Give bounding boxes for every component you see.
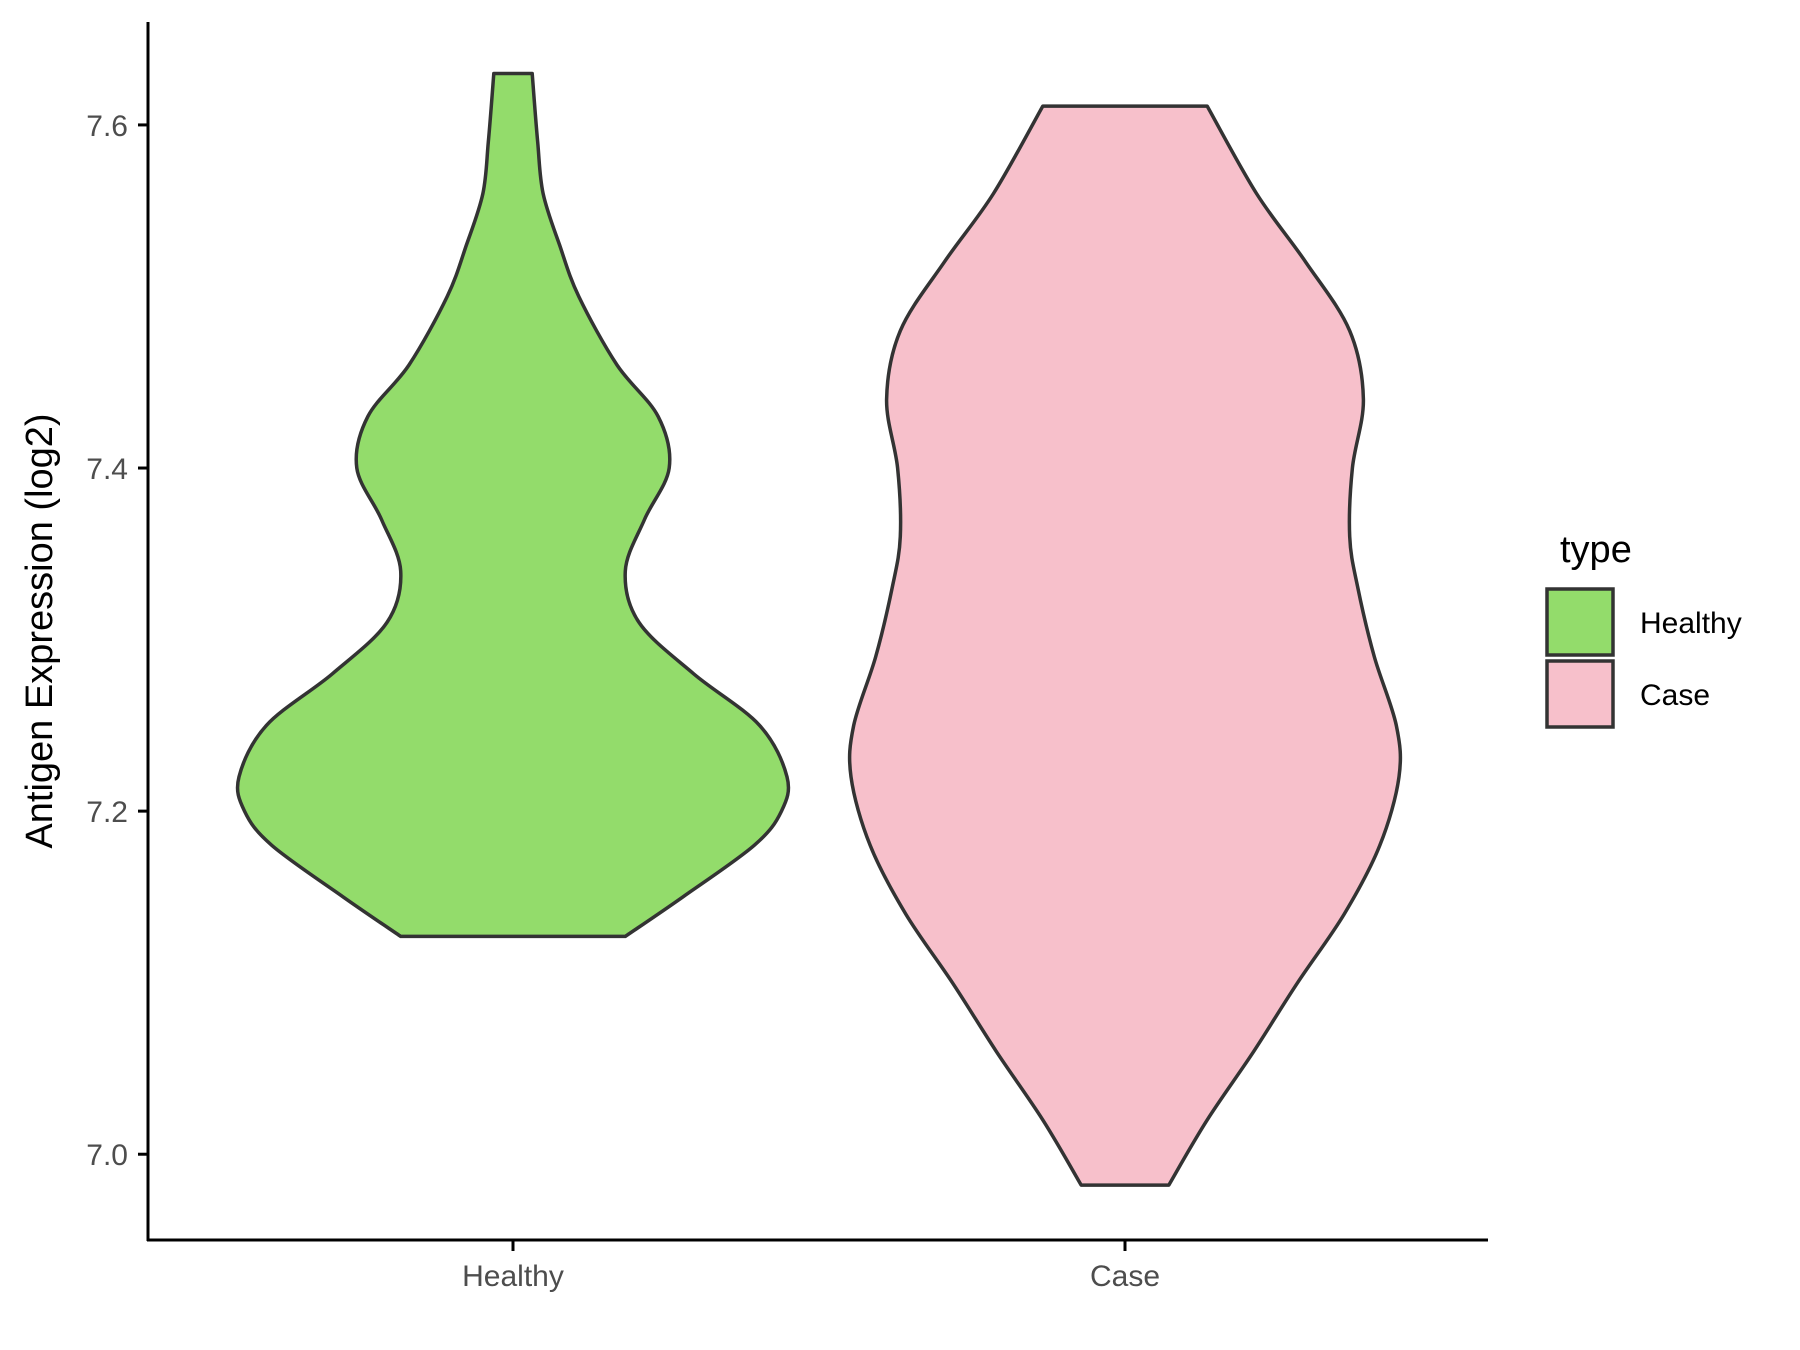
y-ticks-layer: 7.0 7.2 7.4 7.6	[86, 110, 148, 1172]
legend: type Healthy Case	[1545, 529, 1742, 729]
legend-label: Healthy	[1640, 607, 1742, 640]
x-tick-label: Case	[1090, 1260, 1160, 1293]
y-tick-label: 7.0	[86, 1139, 128, 1172]
legend-label: Case	[1640, 679, 1710, 712]
violin-case	[847, 104, 1403, 1187]
axes-layer	[146, 22, 1488, 1242]
y-tick-label: 7.2	[86, 796, 128, 829]
x-ticks-layer: Healthy Case	[462, 1240, 1160, 1293]
x-tick-label: Healthy	[462, 1260, 564, 1293]
legend-swatch-healthy	[1545, 587, 1615, 657]
y-tick-label: 7.6	[86, 110, 128, 143]
y-tick-label: 7.4	[86, 453, 128, 486]
y-axis-title: Antigen Expression (log2)	[19, 413, 61, 848]
legend-items: Healthy Case	[1545, 587, 1742, 729]
violin-healthy	[235, 71, 791, 939]
violins-layer	[235, 71, 1403, 1187]
legend-title: type	[1560, 529, 1632, 571]
legend-swatch-case	[1545, 659, 1615, 729]
